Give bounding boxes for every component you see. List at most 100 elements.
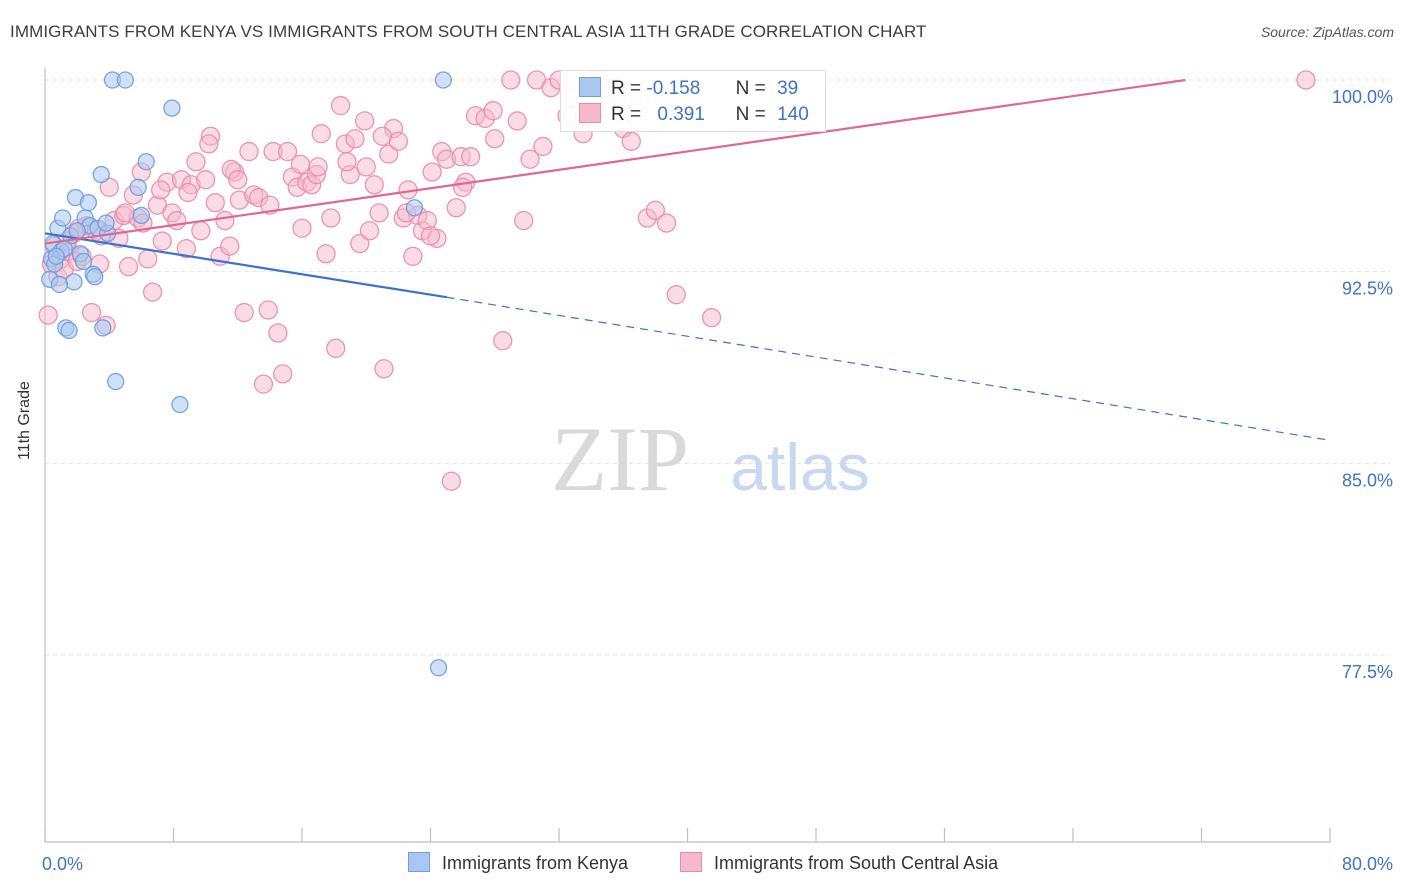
legend-row-sca: R = 0.391 N = 140 [579, 103, 809, 129]
data-point-sca [461, 147, 481, 167]
chart-title: IMMIGRANTS FROM KENYA VS IMMIGRANTS FROM… [10, 22, 927, 41]
data-point-sca [186, 152, 206, 172]
data-point-sca [253, 374, 274, 394]
legend-item-sca[interactable]: Immigrants from South Central Asia [680, 852, 998, 874]
data-point-sca [311, 124, 331, 144]
data-point-kenya [92, 165, 110, 184]
data-point-sca [326, 338, 346, 358]
data-point-sca [38, 305, 58, 325]
data-point-sca [215, 210, 235, 231]
x-tick-label: 0.0% [42, 854, 83, 874]
data-point-kenya [405, 199, 424, 217]
legend-label-sca: Immigrants from South Central Asia [714, 853, 999, 873]
legend-swatch-sca [579, 103, 601, 123]
data-point-kenya [47, 247, 65, 265]
data-point-sca [514, 210, 534, 231]
legend-r-label: R = [611, 104, 642, 125]
trend-line-kenya-extension [446, 296, 1331, 441]
data-point-sca [220, 236, 240, 256]
data-point-sca [356, 157, 376, 177]
y-tick-label: 92.5% [1342, 279, 1393, 299]
data-point-sca [290, 154, 311, 174]
data-point-sca [195, 170, 216, 190]
data-point-sca [176, 239, 197, 259]
data-point-sca [321, 208, 341, 228]
data-point-sca [258, 300, 278, 320]
data-point-sca [520, 149, 540, 169]
data-point-kenya [50, 275, 69, 294]
legend-n-value-kenya: 39 [777, 78, 799, 99]
data-point-sca [138, 249, 158, 269]
data-point-sca [228, 170, 248, 190]
legend-swatch-sca [680, 852, 702, 872]
data-point-kenya [132, 206, 151, 225]
trend-line-sca [44, 78, 1186, 245]
data-point-sca [292, 218, 312, 238]
data-point-sca [441, 471, 462, 491]
data-point-sca [191, 221, 211, 241]
source-credit: Source: ZipAtlas.com [1260, 24, 1394, 40]
watermark-atlas: atlas [730, 430, 869, 504]
data-point-sca [446, 198, 466, 218]
data-point-sca [345, 129, 365, 149]
series-kenya-points [41, 71, 453, 677]
legend-swatch-kenya [579, 77, 601, 97]
data-point-sca [316, 244, 336, 264]
data-point-sca [645, 200, 666, 220]
data-point-sca [1296, 70, 1316, 90]
axes [44, 68, 1331, 843]
data-point-sca [239, 141, 259, 162]
series-legend: Immigrants from Kenya Immigrants from So… [0, 852, 1406, 878]
data-point-kenya [86, 268, 104, 286]
data-point-sca [701, 308, 722, 328]
data-point-sca [666, 285, 686, 305]
data-point-sca [167, 210, 187, 231]
data-point-kenya [116, 71, 134, 89]
watermark-zip: ZIP [551, 408, 689, 510]
legend-item-kenya[interactable]: Immigrants from Kenya [408, 852, 628, 874]
data-point-kenya [129, 178, 147, 196]
data-point-kenya [97, 214, 115, 232]
data-point-kenya [171, 395, 189, 414]
trend-lines [44, 78, 1331, 441]
data-point-sca [205, 193, 225, 213]
legend-swatch-kenya [408, 852, 430, 872]
data-point-sca [337, 152, 357, 172]
data-point-sca [150, 180, 171, 200]
data-point-sca [485, 129, 505, 149]
data-point-kenya [137, 153, 155, 171]
legend-label-kenya: Immigrants from Kenya [442, 853, 629, 873]
x-tick-label: 80.0% [1342, 854, 1393, 874]
data-point-sca [350, 233, 370, 254]
data-point-kenya [54, 209, 72, 227]
data-point-kenya [79, 194, 98, 212]
data-point-kenya [60, 321, 78, 340]
data-point-sca [81, 302, 102, 323]
data-point-sca [483, 101, 503, 121]
data-point-sca [199, 134, 219, 154]
data-point-sca [452, 177, 473, 197]
legend-r-label: R = [611, 78, 642, 99]
data-point-sca [379, 144, 399, 164]
legend-n-value-sca: 140 [777, 104, 809, 125]
data-point-kenya [163, 99, 181, 117]
data-point-sca [369, 203, 389, 223]
data-point-sca [99, 177, 119, 197]
legend-row-kenya: R = -0.158 N = 39 [579, 77, 798, 103]
data-point-sca [507, 111, 527, 131]
data-point-kenya [107, 372, 125, 391]
y-tick-label: 100.0% [1332, 87, 1393, 107]
data-point-sca [422, 162, 442, 182]
data-point-sca [359, 221, 380, 241]
data-point-sca [388, 131, 409, 151]
data-point-sca [273, 364, 293, 384]
data-point-sca [152, 231, 172, 251]
legend-r-value-sca: 0.391 [657, 104, 705, 125]
series-south-central-asia-points [38, 70, 1316, 491]
data-point-sca [308, 157, 328, 177]
data-point-sca [403, 246, 423, 266]
data-point-sca [330, 95, 351, 116]
data-point-kenya [74, 252, 93, 271]
data-point-sca [277, 141, 298, 162]
